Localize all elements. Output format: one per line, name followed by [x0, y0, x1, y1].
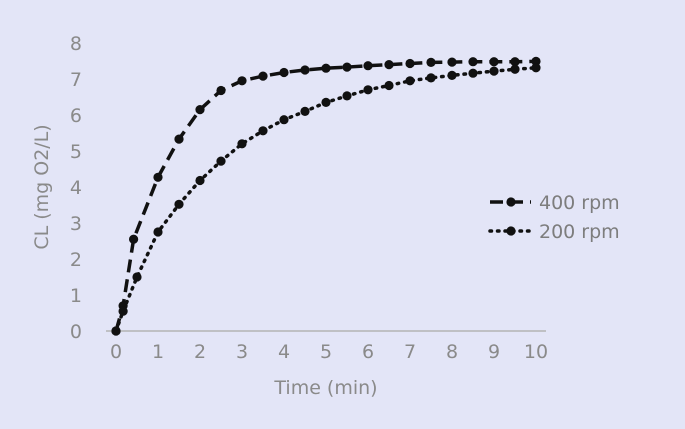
data-point-200-rpm: [153, 227, 163, 237]
data-point-200-rpm: [300, 106, 310, 116]
data-point-200-rpm: [174, 199, 184, 209]
legend-item-400-rpm: 400 rpm: [490, 192, 620, 214]
data-point-400-rpm: [531, 56, 541, 66]
data-point-400-rpm: [384, 60, 394, 70]
data-point-200-rpm: [384, 80, 394, 91]
x-tick-label: 0: [110, 341, 122, 363]
data-point-400-rpm: [321, 63, 331, 73]
x-axis-title: Time (min): [273, 377, 377, 399]
y-tick-label: 5: [70, 141, 82, 163]
data-point-400-rpm: [174, 134, 184, 144]
x-tick-label: 4: [278, 341, 290, 363]
data-point-400-rpm: [195, 105, 205, 115]
series-200-rpm: [111, 63, 541, 336]
x-tick-label: 8: [446, 341, 458, 363]
data-point-400-rpm: [342, 62, 352, 72]
y-tick-label: 8: [70, 33, 82, 55]
data-point-400-rpm: [447, 57, 457, 67]
data-point-400-rpm: [363, 61, 373, 71]
data-point-400-rpm: [489, 57, 499, 67]
data-point-200-rpm: [426, 73, 436, 83]
data-point-200-rpm: [132, 272, 142, 282]
x-tick-label: 7: [404, 341, 416, 363]
data-point-200-rpm: [111, 326, 121, 336]
x-tick-label: 5: [320, 341, 332, 363]
data-point-400-rpm: [426, 57, 436, 67]
y-tick-label: 7: [70, 69, 82, 91]
legend: 400 rpm 200 rpm: [488, 192, 620, 243]
data-point-400-rpm: [216, 85, 226, 96]
series-400-rpm: [111, 56, 541, 336]
legend-marker-400-rpm: [506, 197, 516, 207]
x-tick-label: 9: [488, 341, 500, 363]
y-tick-label: 1: [70, 285, 82, 307]
data-point-400-rpm: [510, 57, 520, 67]
series-line-200-rpm: [114, 66, 538, 333]
y-tick-label: 2: [70, 249, 82, 271]
data-point-200-rpm: [118, 306, 128, 316]
y-axis-title: CL (mg O2/L): [31, 124, 53, 249]
data-point-200-rpm: [405, 76, 415, 86]
legend-label-200-rpm: 200 rpm: [539, 221, 620, 243]
x-tick-label: 1: [152, 341, 164, 363]
data-point-400-rpm: [405, 58, 415, 69]
data-point-200-rpm: [258, 126, 268, 136]
x-tick-labels: 0 1 2 3 4 5 6 7 8 9 10: [110, 341, 548, 363]
x-tick-label: 6: [362, 341, 374, 363]
series-layer: [111, 56, 541, 336]
data-point-400-rpm: [258, 71, 268, 81]
legend-marker-200-rpm: [506, 226, 516, 236]
y-tick-label: 0: [70, 321, 82, 343]
data-point-200-rpm: [342, 91, 352, 101]
data-point-200-rpm: [216, 156, 226, 166]
x-tick-label: 10: [524, 341, 548, 363]
data-point-200-rpm: [510, 64, 520, 74]
legend-item-200-rpm: 200 rpm: [488, 221, 620, 243]
data-point-200-rpm: [447, 70, 457, 80]
data-point-400-rpm: [153, 172, 163, 182]
data-point-200-rpm: [195, 175, 205, 186]
y-tick-labels: 0 1 2 3 4 5 6 7 8: [70, 33, 82, 343]
y-tick-label: 4: [70, 177, 82, 199]
data-point-200-rpm: [279, 115, 289, 125]
data-point-200-rpm: [468, 68, 478, 78]
series-line-400-rpm: [114, 59, 537, 332]
x-tick-label: 3: [236, 341, 248, 363]
data-point-400-rpm: [468, 57, 478, 67]
data-point-400-rpm: [279, 67, 289, 78]
data-point-200-rpm: [531, 63, 541, 73]
x-tick-label: 2: [194, 341, 206, 363]
data-point-200-rpm: [489, 66, 499, 76]
data-point-200-rpm: [237, 139, 247, 149]
data-point-200-rpm: [321, 97, 331, 107]
data-point-400-rpm: [300, 65, 310, 75]
data-point-200-rpm: [363, 85, 373, 95]
y-tick-label: 6: [70, 105, 82, 127]
y-tick-label: 3: [70, 213, 82, 235]
data-point-400-rpm: [129, 234, 139, 244]
data-point-400-rpm: [237, 76, 247, 86]
legend-label-400-rpm: 400 rpm: [539, 192, 620, 214]
